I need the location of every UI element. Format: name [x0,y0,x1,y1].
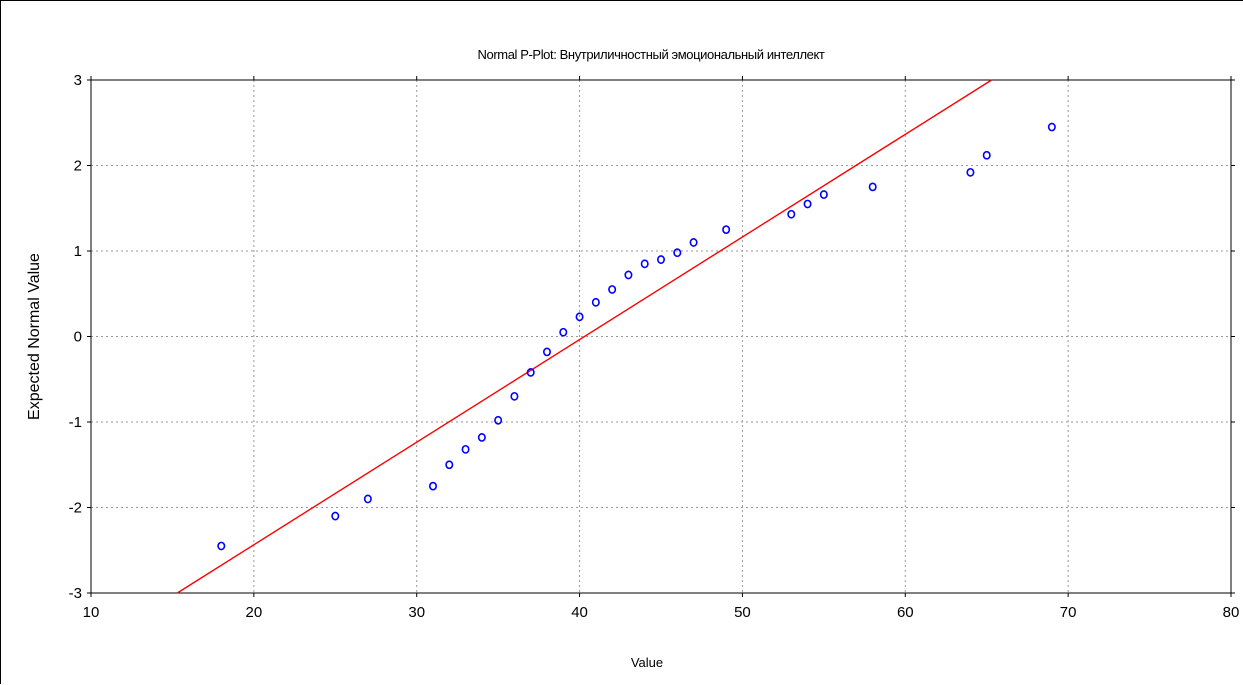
x-tick-label: 50 [734,604,751,621]
data-point [722,225,731,235]
x-tick-label: 70 [1060,604,1077,621]
y-tick-label: -3 [69,585,82,602]
data-points [217,122,1056,551]
data-point [656,255,665,264]
data-point [591,297,600,307]
data-point [1047,122,1056,132]
x-axis-title: Value [631,655,663,670]
x-tick-label: 60 [897,604,914,621]
data-point [494,415,503,425]
grid [91,80,1231,593]
chart-title: Normal P-Plot: Внутриличностный эмоциона… [478,47,825,62]
data-point [559,327,568,337]
x-tick-label: 10 [83,604,100,621]
y-axis-ticks: -3 -2 -1 0 1 2 3 [69,72,1235,602]
data-point [640,259,649,269]
data-point [461,444,470,454]
data-point [966,167,975,177]
data-point [526,368,535,377]
data-point [331,511,340,521]
y-tick-label: 1 [74,243,82,260]
data-point [575,312,584,322]
x-tick-label: 80 [1223,604,1240,621]
x-tick-label: 30 [408,604,425,621]
data-point [624,270,633,280]
data-point [428,481,437,491]
data-point [803,199,812,209]
data-point [819,190,828,199]
data-point [363,494,372,504]
y-tick-label: -2 [69,500,82,517]
data-point [445,460,454,470]
x-tick-label: 40 [571,604,588,621]
y-tick-label: 2 [74,158,82,175]
data-point [542,347,551,357]
fit-line [176,79,992,594]
data-point [608,285,617,294]
data-point [689,238,698,247]
data-point [787,209,796,219]
y-tick-label: 0 [74,329,82,346]
y-axis-title: Expected Normal Value [26,253,43,420]
data-point [982,150,991,160]
data-point [673,248,682,258]
data-point [477,432,486,442]
data-point [868,182,877,192]
x-axis-ticks: 10 20 30 40 50 60 70 80 [83,76,1240,621]
y-tick-label: -1 [69,414,82,431]
y-tick-label: 3 [74,72,82,89]
x-tick-label: 20 [246,604,263,621]
data-point [217,541,226,551]
data-point [510,391,519,401]
